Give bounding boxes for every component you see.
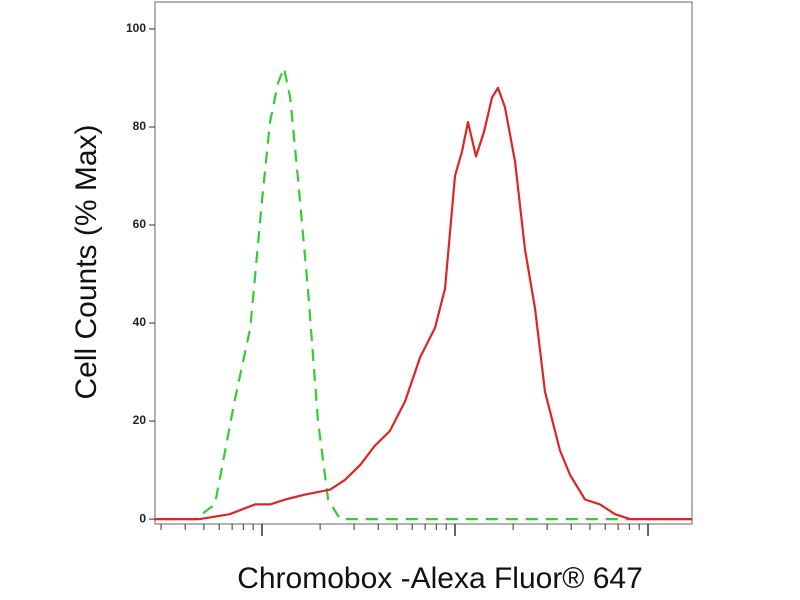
y-tick-label: 60 [133,217,147,231]
y-tick-label: 100 [126,21,146,35]
x-axis-title: Chromobox -Alexa Fluor® 647 [237,562,643,595]
histogram-line [164,67,692,521]
y-tick-label: 80 [133,119,147,133]
histogram-line [155,86,692,521]
y-tick-label: 40 [133,315,147,329]
plot-frame [154,1,693,525]
y-tick-label: 0 [139,511,146,525]
y-axis-title: Cell Counts (% Max) [70,124,103,399]
y-tick-label: 20 [133,413,147,427]
